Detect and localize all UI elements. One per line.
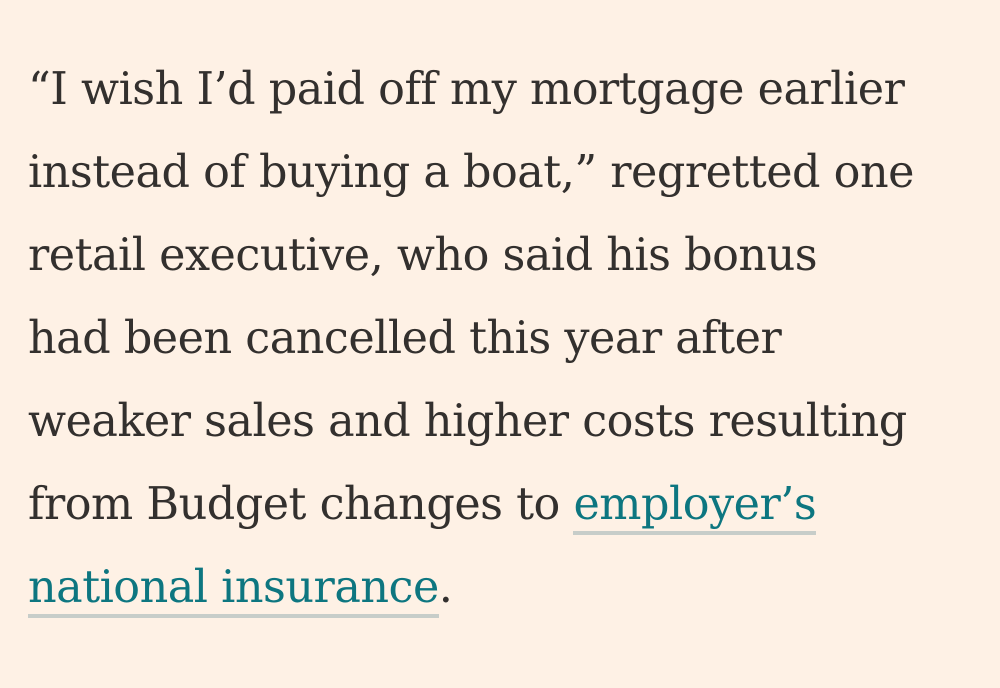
article-paragraph: “I wish I’d paid off my mortgage earlier… [28,48,988,629]
employers-national-insurance-link-part2[interactable]: national insurance [28,562,439,618]
paragraph-line-7: national insurance. [28,546,988,629]
paragraph-line-5: weaker sales and higher costs resulting [28,396,907,447]
article-body: “I wish I’d paid off my mortgage earlier… [28,48,988,629]
paragraph-line-1: “I wish I’d paid off my mortgage earlier [28,64,905,115]
paragraph-line-4: had been cancelled this year after [28,313,782,364]
paragraph-line-6-text: from Budget changes to [28,479,574,530]
paragraph-line-2: instead of buying a boat,” regretted one [28,147,914,198]
paragraph-line-3: retail executive, who said his bonus [28,230,818,281]
paragraph-line-6: from Budget changes to employer’s [28,463,988,546]
paragraph-end-period: . [438,562,453,613]
employers-national-insurance-link-part1[interactable]: employer’s [573,479,817,535]
